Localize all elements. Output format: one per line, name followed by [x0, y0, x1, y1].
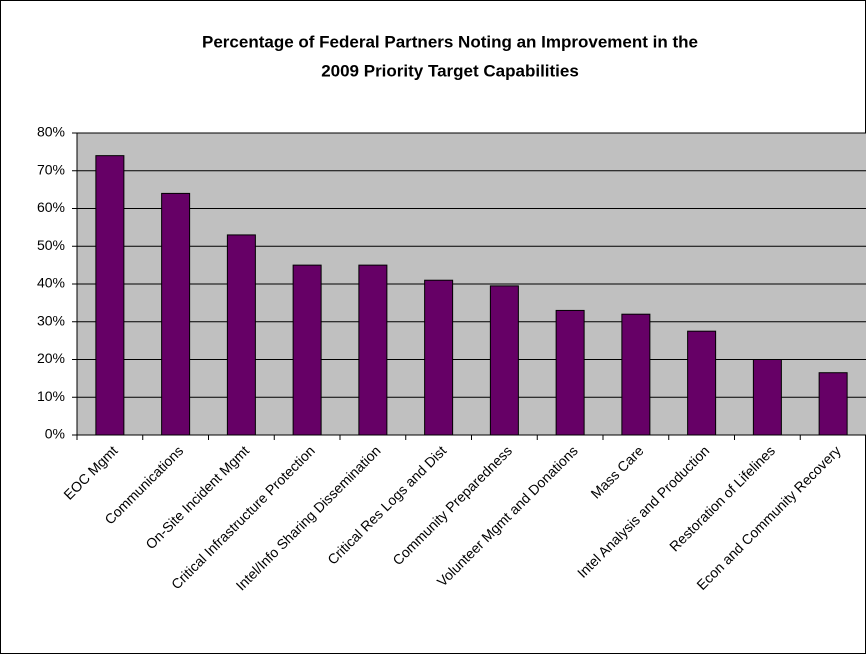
bar	[226, 234, 256, 436]
y-tick-label: 60%	[37, 199, 65, 215]
y-tick-label: 30%	[37, 312, 65, 328]
bar	[95, 155, 125, 436]
bar	[621, 313, 651, 436]
bar	[161, 192, 191, 436]
bar	[424, 279, 454, 436]
chart-title: Percentage of Federal Partners Noting an…	[202, 32, 698, 51]
chart-subtitle: 2009 Priority Target Capabilities	[321, 61, 579, 80]
bar	[292, 264, 322, 436]
bar	[752, 359, 782, 436]
bar	[687, 330, 717, 436]
bar	[358, 264, 388, 436]
y-tick-label: 50%	[37, 237, 65, 253]
y-tick-label: 0%	[45, 426, 65, 442]
bar	[555, 309, 585, 436]
y-tick-label: 20%	[37, 350, 65, 366]
y-tick-label: 40%	[37, 275, 65, 291]
y-tick-label: 10%	[37, 388, 65, 404]
y-tick-label: 80%	[37, 124, 65, 140]
bar	[489, 285, 519, 436]
y-tick-label: 70%	[37, 161, 65, 177]
bar	[818, 372, 848, 436]
